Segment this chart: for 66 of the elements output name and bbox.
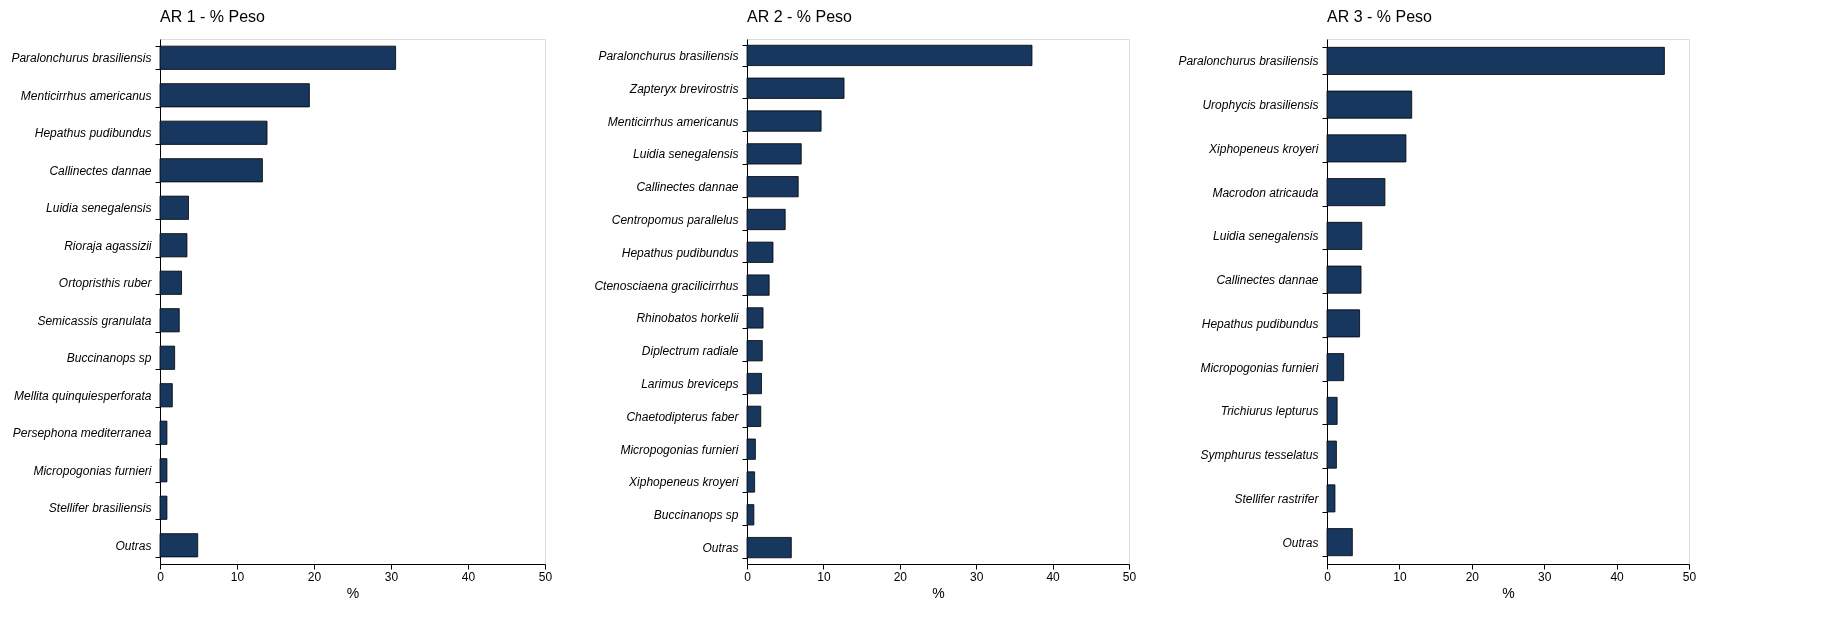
y-tick-label: Stellifer brasiliensis: [48, 501, 152, 516]
x-tick-label: 20: [307, 569, 322, 584]
chart-title: AR 3 - % Peso: [1327, 8, 1433, 25]
y-tick-label: Buccinanops sp: [653, 508, 739, 523]
y-tick-label: Paralonchurus brasiliensis: [11, 51, 152, 66]
y-tick-label: Outras: [1282, 535, 1319, 550]
y-tick-label: Micropogonias furnieri: [33, 463, 152, 478]
chart-title: AR 1 - % Peso: [160, 8, 266, 25]
x-axis-title: %: [1502, 584, 1515, 601]
x-tick-label: 30: [970, 569, 984, 584]
y-tick-label: Outras: [702, 541, 739, 556]
y-tick-label: Luidia senegalensis: [1213, 229, 1319, 244]
y-tick-label: Persephona mediterranea: [12, 426, 152, 441]
y-tick-label: Symphurus tesselatus: [1200, 448, 1319, 463]
y-tick-label: Trichiurus lepturus: [1220, 404, 1319, 419]
x-tick-label: 40: [461, 569, 476, 584]
y-tick-label: Stellifer rastrifer: [1234, 491, 1320, 506]
x-tick-label: 10: [817, 569, 831, 584]
y-tick-label: Chaetodipterus faber: [626, 409, 740, 424]
y-tick-label: Rioraja agassizii: [64, 238, 152, 253]
y-tick-label: Zapteryx brevirostris: [628, 81, 739, 96]
y-tick-label: Xiphopeneus kroyeri: [1208, 141, 1319, 156]
x-tick-label: 0: [744, 569, 752, 584]
y-tick-label: Hepathus pudibundus: [34, 126, 152, 141]
x-tick-label: 20: [1465, 569, 1480, 584]
y-tick-label: Luidia senegalensis: [46, 201, 152, 216]
x-tick-label: 50: [538, 569, 553, 584]
x-axis-title: %: [932, 584, 945, 601]
x-tick-label: 50: [1682, 569, 1697, 584]
y-tick-label: Menticirrhus americanus: [20, 88, 152, 103]
y-tick-label: Ctenosciaena gracilicirrhus: [594, 278, 739, 293]
y-tick-label: Micropogonias furnieri: [1200, 360, 1319, 375]
y-tick-label: Centropomus parallelus: [611, 212, 739, 227]
x-tick-label: 50: [1122, 569, 1137, 584]
x-tick-label: 20: [893, 569, 908, 584]
x-tick-label: 30: [384, 569, 399, 584]
x-tick-label: 0: [157, 569, 165, 584]
y-tick-label: Micropogonias furnieri: [620, 442, 739, 457]
y-tick-label: Xiphopeneus kroyeri: [628, 475, 739, 490]
y-tick-label: Outras: [115, 538, 152, 553]
y-tick-label: Callinectes dannae: [636, 180, 739, 195]
x-tick-label: 40: [1610, 569, 1625, 584]
y-tick-label: Luidia senegalensis: [633, 147, 739, 162]
y-tick-label: Larimus breviceps: [641, 377, 739, 392]
y-tick-label: Menticirrhus americanus: [607, 114, 739, 129]
chart-title: AR 2 - % Peso: [747, 8, 853, 25]
y-tick-label: Macrodon atricauda: [1212, 185, 1319, 200]
x-tick-label: 0: [1324, 569, 1332, 584]
x-tick-label: 30: [1538, 569, 1552, 584]
x-axis-title: %: [346, 584, 360, 601]
y-tick-label: Paralonchurus brasiliensis: [1178, 54, 1319, 69]
y-tick-label: Callinectes dannae: [49, 163, 152, 178]
x-tick-label: 10: [1393, 569, 1407, 584]
y-tick-label: Mellita quinquiesperforata: [14, 388, 152, 403]
y-tick-label: Diplectrum radiale: [641, 344, 739, 359]
x-tick-label: 40: [1046, 569, 1061, 584]
y-tick-label: Hepathus pudibundus: [1201, 316, 1319, 331]
y-tick-label: Hepathus pudibundus: [621, 245, 739, 260]
y-tick-label: Callinectes dannae: [1216, 273, 1319, 288]
y-tick-label: Buccinanops sp: [66, 351, 152, 366]
y-tick-label: Semicassis granulata: [37, 313, 152, 328]
x-tick-label: 10: [230, 569, 245, 584]
y-tick-label: Ortopristhis ruber: [58, 276, 153, 291]
y-tick-label: Paralonchurus brasiliensis: [598, 48, 739, 63]
y-tick-label: Urophycis brasiliensis: [1202, 98, 1319, 113]
y-tick-label: Rhinobatos horkelii: [636, 311, 739, 326]
